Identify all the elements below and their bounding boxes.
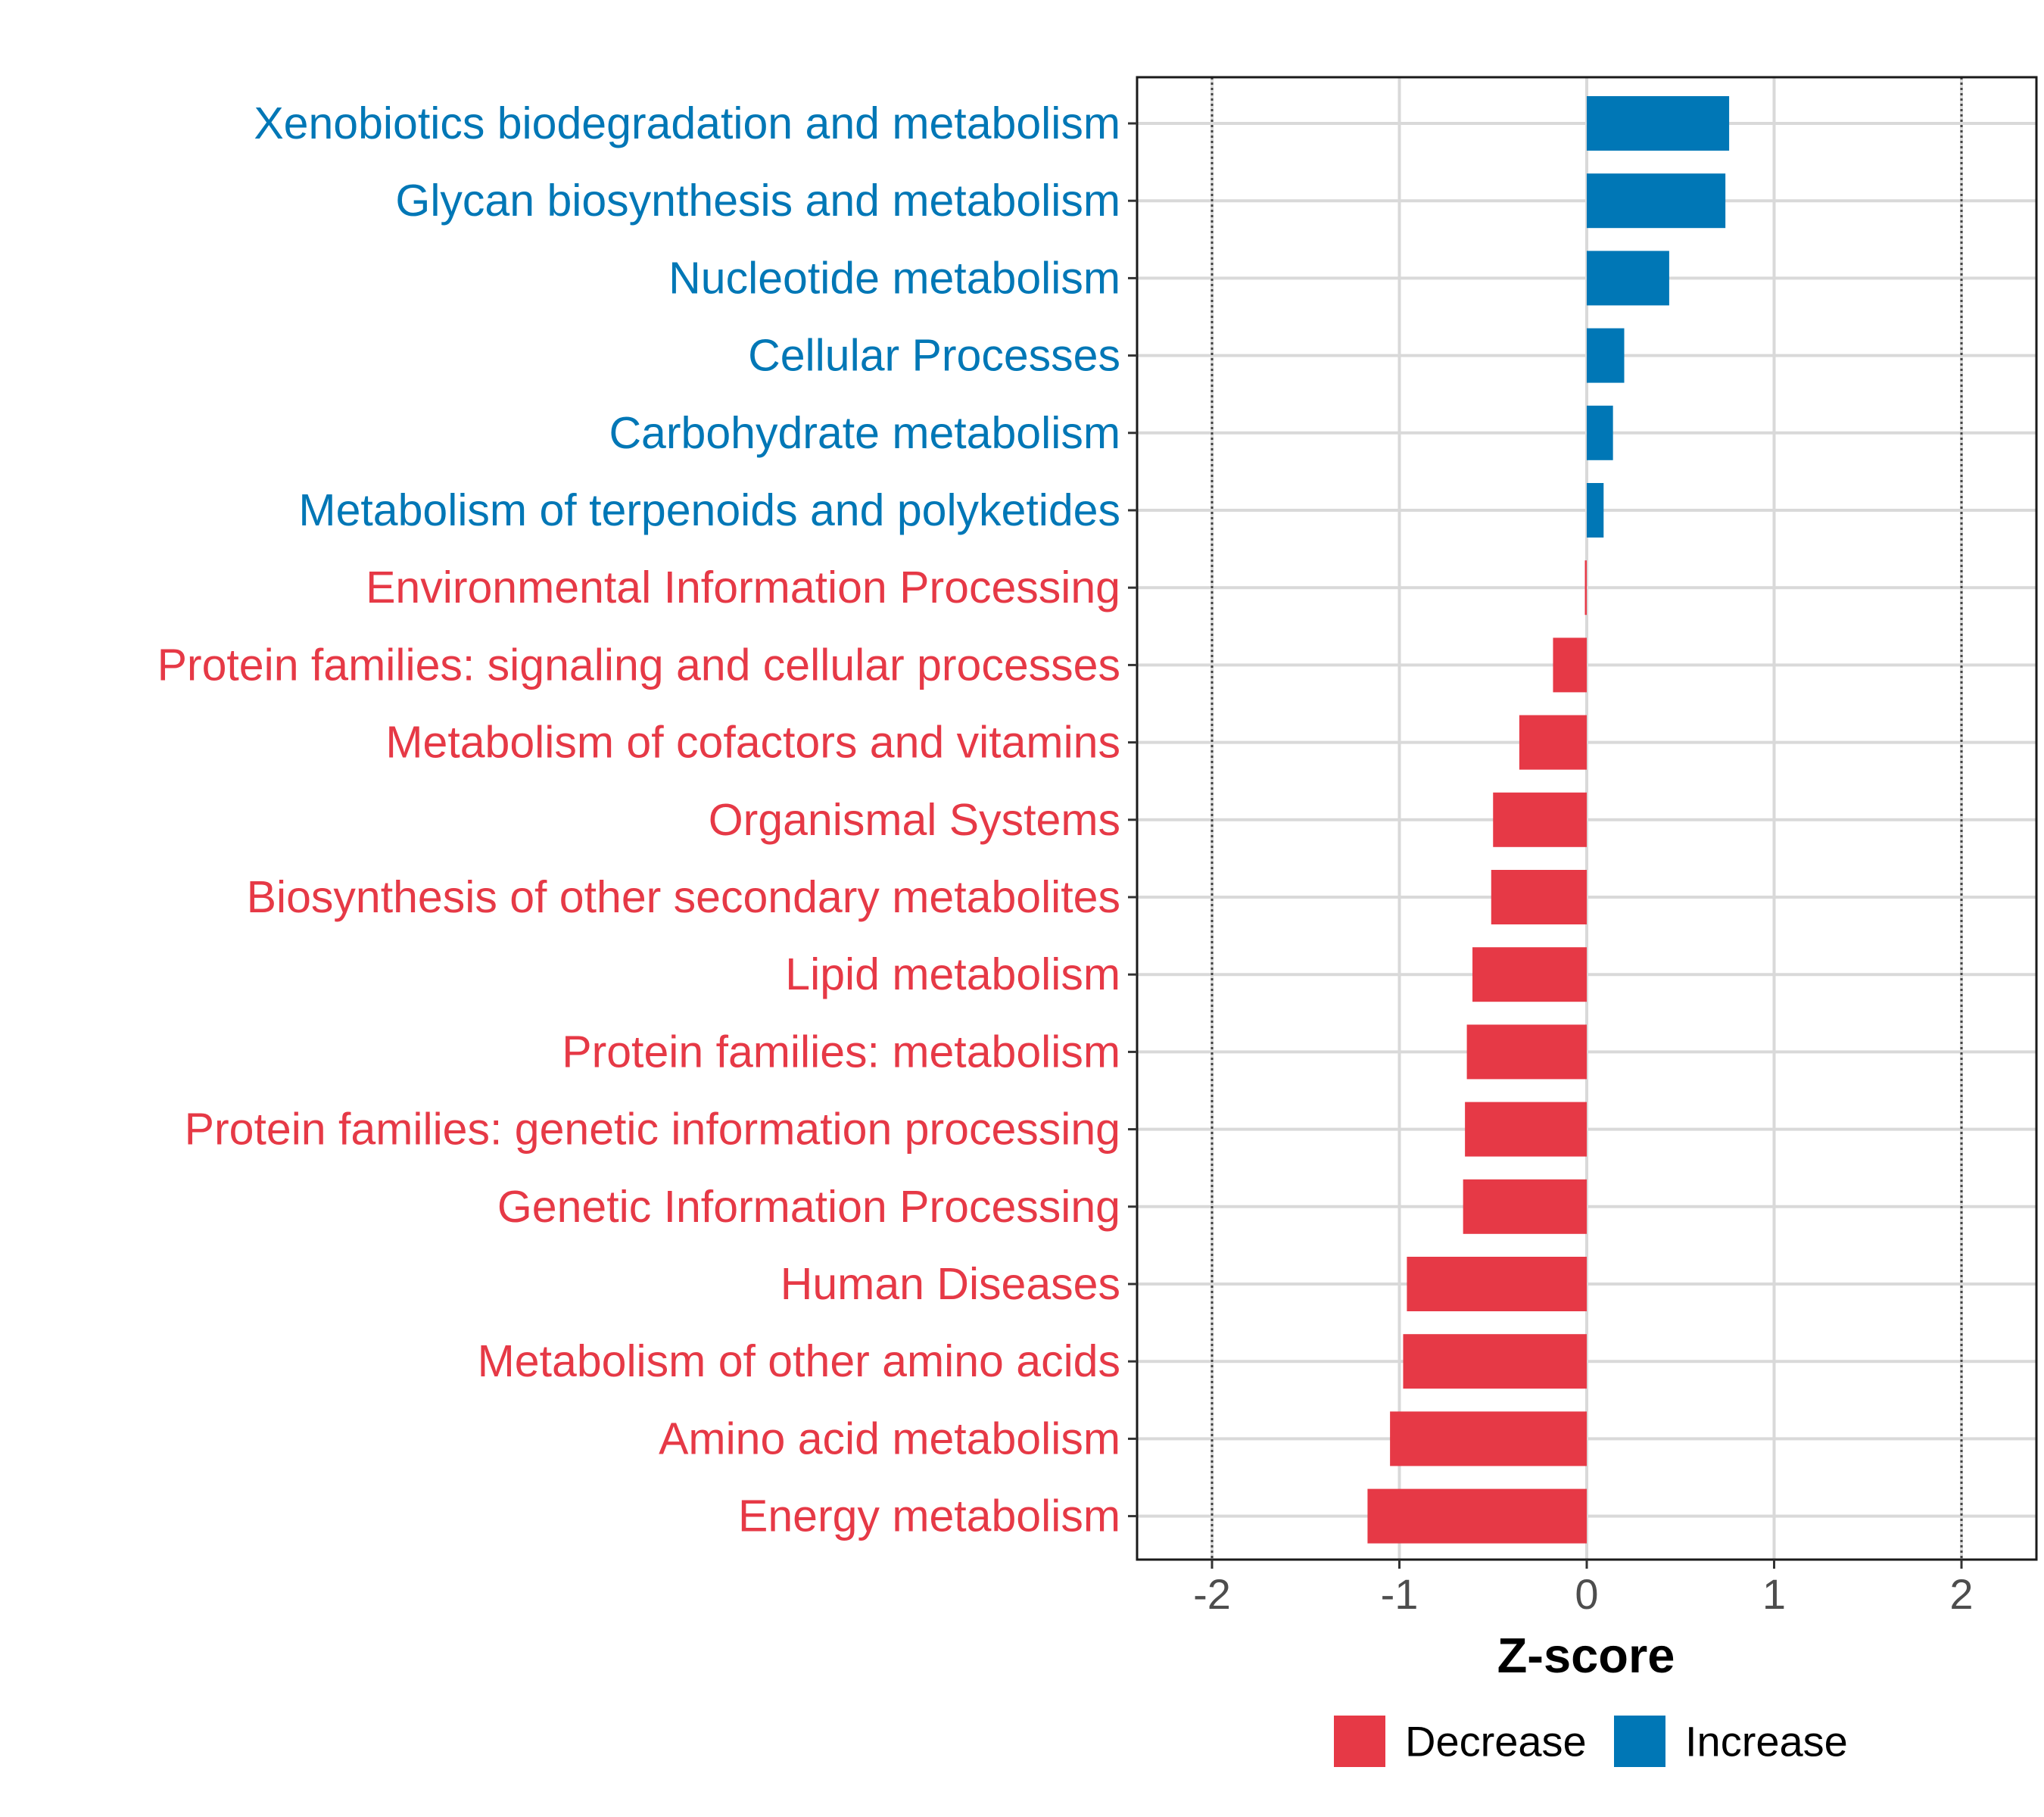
category-label: Lipid metabolism — [785, 949, 1120, 999]
bar-decrease — [1493, 792, 1587, 847]
bar-decrease — [1553, 637, 1587, 693]
category-label: Environmental Information Processing — [366, 563, 1120, 612]
bar-decrease — [1519, 715, 1587, 770]
x-tick-label: -2 — [1193, 1570, 1231, 1618]
bar-increase — [1587, 483, 1604, 538]
bar-decrease — [1463, 1179, 1587, 1234]
legend-label: Decrease — [1405, 1718, 1587, 1766]
x-axis-title: Z-score — [1497, 1628, 1675, 1683]
category-label: Carbohydrate metabolism — [609, 408, 1120, 458]
category-label: Glycan biosynthesis and metabolism — [395, 176, 1120, 226]
category-label: Protein families: metabolism — [562, 1027, 1120, 1077]
category-label: Amino acid metabolism — [659, 1413, 1120, 1463]
bar-decrease — [1367, 1488, 1587, 1544]
category-label: Genetic Information Processing — [497, 1182, 1120, 1232]
category-label: Protein families: signaling and cellular… — [157, 640, 1120, 690]
bar-increase — [1587, 328, 1625, 383]
category-label: Biosynthesis of other secondary metaboli… — [247, 872, 1120, 922]
x-tick-label: 0 — [1575, 1570, 1598, 1618]
category-label: Metabolism of cofactors and vitamins — [385, 718, 1120, 768]
bar-increase — [1587, 251, 1669, 306]
bar-decrease — [1465, 1102, 1587, 1157]
category-label: Metabolism of other amino acids — [478, 1336, 1120, 1386]
y-axis-ticks — [1128, 122, 1137, 1518]
legend-label: Increase — [1685, 1718, 1848, 1766]
x-tick-label: 2 — [1949, 1570, 1973, 1618]
category-label: Metabolism of terpenoids and polyketides — [298, 485, 1120, 535]
legend-key-increase — [1614, 1716, 1665, 1767]
category-label: Energy metabolism — [738, 1491, 1120, 1541]
bar-decrease — [1491, 870, 1587, 924]
category-label: Protein families: genetic information pr… — [185, 1105, 1120, 1155]
category-label: Xenobiotics biodegradation and metabolis… — [254, 98, 1120, 148]
x-tick-label: -1 — [1381, 1570, 1419, 1618]
bar-decrease — [1466, 1024, 1587, 1080]
reference-line-layer — [1211, 77, 1963, 1560]
category-label: Organismal Systems — [709, 795, 1120, 845]
legend-key-decrease — [1334, 1716, 1385, 1767]
x-tick-label: 1 — [1762, 1570, 1786, 1618]
bar-decrease — [1407, 1257, 1587, 1311]
bar-decrease — [1472, 947, 1587, 1002]
category-label: Nucleotide metabolism — [668, 253, 1120, 303]
bar-layer — [1367, 96, 1730, 1544]
bar-decrease — [1390, 1411, 1587, 1466]
bar-decrease — [1584, 560, 1587, 616]
y-axis-labels: Xenobiotics biodegradation and metabolis… — [157, 98, 1120, 1541]
bar-increase — [1587, 405, 1613, 460]
category-label: Human Diseases — [781, 1259, 1120, 1309]
x-axis-ticks: -2 -1 0 1 2 — [1193, 1560, 1974, 1618]
category-label: Cellular Processes — [748, 331, 1120, 381]
bar-increase — [1587, 173, 1726, 229]
legend: Decrease Increase — [1334, 1716, 1848, 1767]
bar-increase — [1587, 96, 1730, 151]
bar-decrease — [1403, 1334, 1587, 1389]
